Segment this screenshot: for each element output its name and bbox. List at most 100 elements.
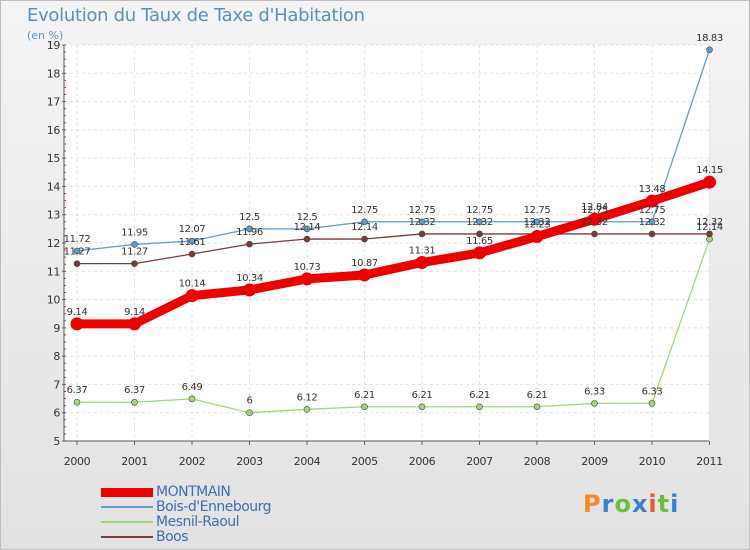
series-1-data-label: 11.72 bbox=[64, 234, 91, 245]
series-3-point bbox=[73, 260, 81, 267]
series-3-point bbox=[476, 230, 483, 238]
x-tick-label: 2009 bbox=[581, 455, 608, 468]
series-0-point bbox=[358, 268, 371, 282]
y-tick-label: 19 bbox=[47, 39, 61, 52]
series-2-point bbox=[131, 398, 138, 406]
series-1-point bbox=[303, 225, 311, 233]
series-0-data-label: 11.65 bbox=[466, 236, 493, 247]
x-tick-label: 2002 bbox=[179, 455, 205, 468]
y-tick-label: 8 bbox=[53, 350, 60, 363]
series-1-point bbox=[533, 218, 541, 226]
series-2-data-label: 6.33 bbox=[642, 386, 663, 397]
series-1-data-label: 12.07 bbox=[179, 224, 206, 235]
series-2-data-label: 6 bbox=[247, 396, 253, 407]
series-2-point bbox=[533, 403, 541, 411]
x-tick-label: 2006 bbox=[409, 455, 436, 468]
series-0-line bbox=[77, 177, 711, 329]
series-0-data-label: 14.15 bbox=[696, 165, 723, 176]
series-3-data-label: 12.32 bbox=[639, 217, 666, 228]
legend-swatch bbox=[101, 521, 153, 523]
series-0-data-label: 13.48 bbox=[639, 184, 666, 195]
y-tick-label: 7 bbox=[53, 378, 60, 391]
series-2-data-label: 6.33 bbox=[584, 386, 605, 397]
series-0-point bbox=[530, 229, 544, 243]
series-2-line bbox=[77, 238, 711, 414]
y-tick-label: 9 bbox=[53, 322, 60, 335]
series-1-point bbox=[131, 241, 138, 248]
series-2-data-label: 6.12 bbox=[297, 392, 318, 403]
y-tick-label: 12 bbox=[47, 237, 60, 250]
chart-title: Evolution du Taux de Taxe d'Habitation bbox=[27, 5, 365, 26]
series-2-data-label: 12.14 bbox=[696, 222, 723, 233]
series-3-data-label: 12.32 bbox=[409, 217, 436, 228]
series-0-data-label: 10.14 bbox=[179, 279, 206, 290]
legend-label: Boos bbox=[156, 529, 189, 545]
series-1-point bbox=[418, 218, 426, 226]
unit-label: (en %) bbox=[27, 29, 64, 42]
x-tick-label: 2001 bbox=[121, 455, 147, 468]
series-2-point bbox=[188, 395, 196, 403]
series-2-point bbox=[361, 403, 368, 411]
series-3-data-label: 11.96 bbox=[236, 227, 263, 238]
series-2-point bbox=[591, 400, 598, 407]
x-tick-label: 2004 bbox=[294, 455, 321, 468]
series-0-point bbox=[645, 194, 659, 208]
series-1-point bbox=[706, 46, 713, 54]
series-1-point bbox=[246, 225, 253, 233]
y-tick-label: 10 bbox=[47, 294, 61, 307]
x-tick-label: 2011 bbox=[696, 455, 722, 468]
x-tick-label: 2010 bbox=[639, 455, 666, 468]
series-0-data-label: 12.23 bbox=[524, 219, 551, 230]
series-0-data-label: 9.14 bbox=[67, 307, 88, 318]
series-0-point bbox=[70, 317, 84, 331]
series-1-data-label: 12.75 bbox=[524, 205, 551, 216]
proxiti-logo: Proxiti bbox=[583, 490, 680, 518]
series-1-data-label: 18.83 bbox=[696, 33, 723, 44]
legend-label: Bois-d'Ennebourg bbox=[156, 499, 272, 515]
series-0-point bbox=[300, 272, 314, 286]
legend-swatch bbox=[101, 487, 153, 497]
series-3-data-label: 12.14 bbox=[294, 222, 321, 233]
legend-label: Mesnil-Raoul bbox=[156, 514, 240, 530]
series-1-point bbox=[648, 218, 656, 226]
series-3-point bbox=[361, 235, 368, 243]
series-3-point bbox=[648, 230, 656, 238]
series-1-data-label: 12.75 bbox=[639, 205, 666, 216]
series-3-point bbox=[246, 240, 253, 248]
series-0-data-label: 10.87 bbox=[351, 258, 378, 269]
series-1-point bbox=[73, 247, 81, 255]
series-0-data-label: 11.31 bbox=[409, 246, 436, 257]
series-3-data-label: 11.27 bbox=[64, 247, 91, 258]
series-2-point bbox=[303, 406, 311, 413]
series-1-line bbox=[76, 49, 711, 252]
series-2-point bbox=[476, 403, 483, 411]
series-1-point bbox=[188, 237, 196, 245]
y-tick-label: 5 bbox=[53, 435, 60, 448]
y-tick-label: 11 bbox=[47, 265, 60, 278]
series-2-data-label: 6.21 bbox=[354, 390, 375, 401]
series-3-point bbox=[131, 260, 138, 267]
y-tick-label: 6 bbox=[53, 407, 60, 420]
series-0-data-label: 10.34 bbox=[236, 273, 263, 284]
series-3-data-label: 12.32 bbox=[696, 217, 723, 228]
series-0-point bbox=[415, 256, 429, 270]
x-tick-label: 2003 bbox=[236, 455, 263, 468]
series-2-point bbox=[73, 398, 81, 406]
x-tick-label: 2005 bbox=[351, 455, 378, 468]
series-3-point bbox=[706, 230, 713, 238]
series-1-data-label: 12.75 bbox=[581, 205, 608, 216]
series-1-point bbox=[476, 218, 483, 226]
y-tick-label: 16 bbox=[47, 124, 61, 137]
series-2-data-label: 6.49 bbox=[182, 382, 203, 393]
series-1-data-label: 12.5 bbox=[239, 212, 260, 223]
series-2-data-label: 6.21 bbox=[527, 390, 548, 401]
series-0-point bbox=[185, 289, 199, 303]
series-0-data-label: 9.14 bbox=[124, 307, 145, 318]
series-2-data-label: 6.21 bbox=[412, 390, 433, 401]
plot-area bbox=[64, 45, 709, 441]
series-2-data-label: 6.21 bbox=[469, 390, 490, 401]
series-3-data-label: 12.32 bbox=[581, 217, 608, 228]
series-3-line bbox=[77, 233, 710, 265]
